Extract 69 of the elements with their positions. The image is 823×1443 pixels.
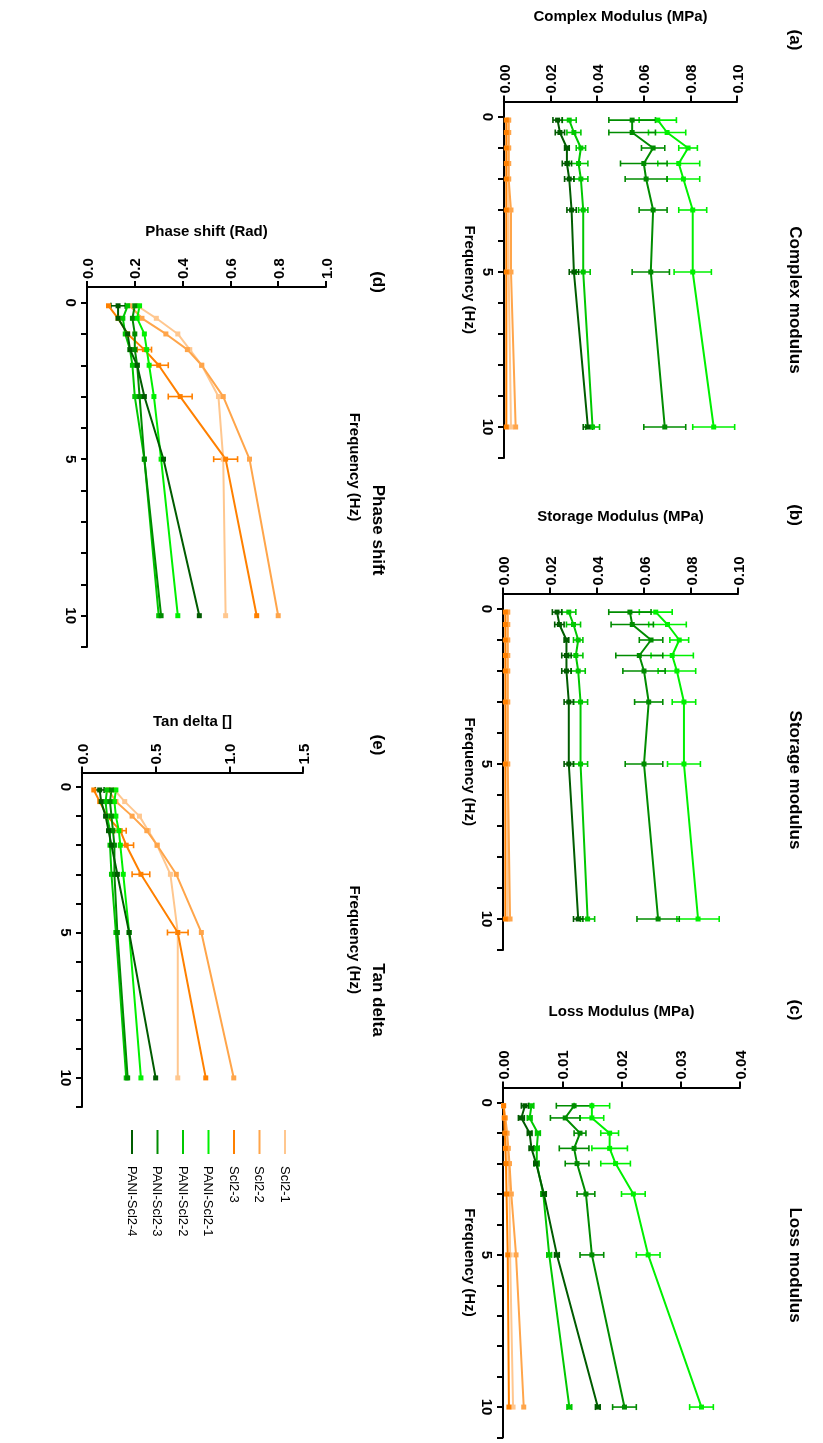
text: (e) xyxy=(368,734,388,756)
y-tick-label: 5 xyxy=(480,267,497,277)
text: (b) xyxy=(785,504,805,526)
x-tick-label: 1.0 xyxy=(317,258,335,279)
x-tick-label: 0.10 xyxy=(729,556,747,586)
x-tick-label: 0.02 xyxy=(542,64,560,94)
x-axis-title: Complex Modulus (MPa) xyxy=(533,6,708,24)
y-tick-label: 0 xyxy=(480,112,497,122)
y-tick-label: 10 xyxy=(480,418,497,436)
x-tick-label: 0.6 xyxy=(221,258,239,279)
legend-label: PANI-Scl2-1 xyxy=(201,1166,216,1237)
legend-label: Scl2-3 xyxy=(226,1166,242,1203)
x-tick-label: 0.8 xyxy=(269,258,287,279)
x-axis-title: Loss Modulus (MPa) xyxy=(548,1001,695,1019)
text: Complex modulus xyxy=(785,226,805,374)
x-tick-label: 0.06 xyxy=(635,64,653,94)
text: (c) xyxy=(785,999,805,1021)
y-tick-label: 10 xyxy=(479,1398,496,1416)
y-tick-label: 5 xyxy=(479,1250,496,1260)
x-tick-label: 0.00 xyxy=(494,556,512,586)
x-tick-label: 0.0 xyxy=(73,743,91,765)
y-axis-title: Frequency (Hz) xyxy=(346,412,364,522)
legend-label: PANI-Scl2-3 xyxy=(150,1166,165,1237)
x-axis-title: Tan delta [] xyxy=(153,711,232,729)
y-tick-label: 10 xyxy=(63,607,80,625)
text: (a) xyxy=(785,29,805,51)
y-tick-label: 10 xyxy=(58,1069,75,1087)
text: Tan delta xyxy=(368,963,388,1038)
text: Loss modulus xyxy=(785,1207,805,1323)
y-tick-label: 0 xyxy=(58,782,75,792)
y-axis-title: Frequency (Hz) xyxy=(346,885,364,994)
y-axis-title: Frequency (Hz) xyxy=(461,717,479,826)
x-tick-label: 0.04 xyxy=(731,1049,749,1080)
y-tick-label: 5 xyxy=(58,928,75,937)
y-tick-label: 5 xyxy=(63,455,80,464)
x-tick-label: 1.5 xyxy=(294,743,312,765)
x-tick-label: 0.01 xyxy=(553,1050,571,1080)
x-tick-label: 0.06 xyxy=(635,556,653,586)
x-tick-label: 0.4 xyxy=(174,257,192,279)
x-tick-label: 0.5 xyxy=(147,743,165,765)
x-tick-label: 0.0 xyxy=(78,258,96,279)
x-tick-label: 0.04 xyxy=(588,555,606,586)
y-axis-title: Frequency (Hz) xyxy=(461,1208,479,1317)
x-tick-label: 0.10 xyxy=(728,64,746,94)
x-tick-label: 0.02 xyxy=(613,1050,630,1080)
text: Storage modulus xyxy=(785,710,805,850)
legend-label: PANI-Scl2-4 xyxy=(124,1166,140,1237)
x-tick-label: 0.00 xyxy=(495,64,513,94)
y-tick-label: 0 xyxy=(479,604,496,614)
y-tick-label: 5 xyxy=(479,759,496,769)
x-tick-label: 0.08 xyxy=(682,556,700,586)
legend-label: PANI-Scl2-2 xyxy=(175,1166,191,1237)
y-tick-label: 0 xyxy=(479,1098,496,1107)
x-axis-title: Storage Modulus (MPa) xyxy=(537,506,704,524)
x-tick-label: 0.04 xyxy=(588,63,606,94)
y-tick-label: 10 xyxy=(479,910,496,928)
y-axis-title: Frequency (Hz) xyxy=(461,225,479,334)
x-tick-label: 0.03 xyxy=(672,1050,690,1080)
y-tick-label: 0 xyxy=(63,298,80,307)
x-tick-label: 0.00 xyxy=(494,1050,512,1080)
legend-label: Scl2-1 xyxy=(277,1166,293,1203)
x-axis-title: Phase shift (Rad) xyxy=(145,221,268,239)
text: Phase shift xyxy=(368,484,388,576)
x-tick-label: 0.02 xyxy=(541,556,559,586)
x-tick-label: 1.0 xyxy=(220,743,238,765)
x-tick-label: 0.2 xyxy=(126,258,144,279)
legend-label: Scl2-2 xyxy=(252,1166,267,1203)
text: (d) xyxy=(368,271,388,293)
x-tick-label: 0.08 xyxy=(681,64,699,94)
